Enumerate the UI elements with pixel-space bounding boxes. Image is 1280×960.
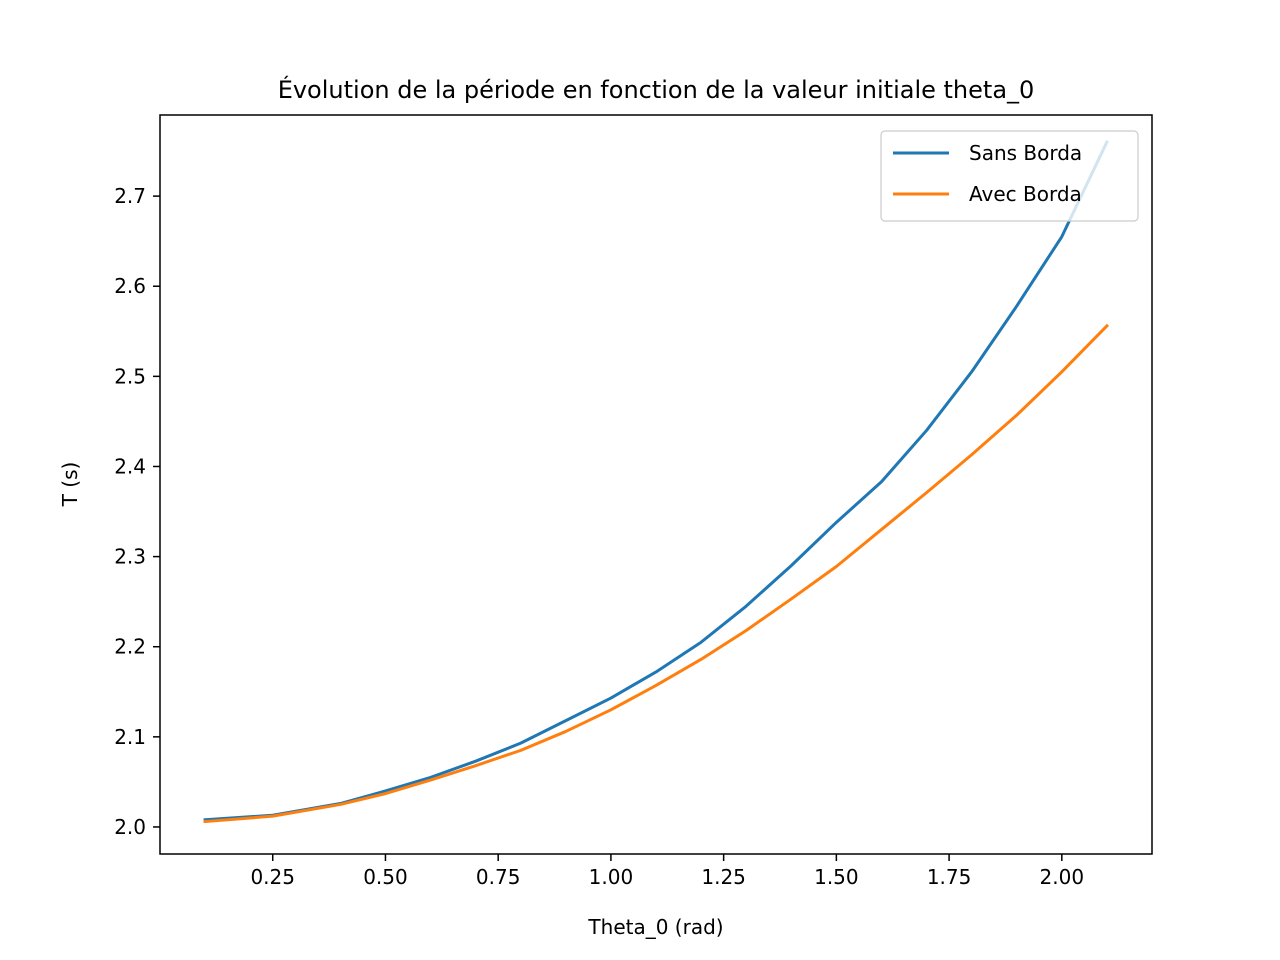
plot-area: 0.25 0.50 0.75 1.00 1.25 1.50 1.75 2.00 2.02.12…: [114, 114, 1153, 889]
chart-title: Évolution de la période en fonction de l…: [278, 75, 1035, 104]
x-axis-label: Theta_0 (rad): [587, 915, 723, 939]
y-axis-ticks: 2.0 2.1 2.2 2.3 2.4 2.5 2.6 2.7: [114, 184, 160, 839]
x-tick-label: 1.00: [589, 865, 634, 889]
x-tick-label: 2.00: [1040, 865, 1085, 889]
series-line-avec-borda: [203, 323, 1110, 824]
y-tick-label: 2.7: [114, 184, 146, 208]
x-tick-label: 1.75: [927, 865, 972, 889]
x-tick-label: 1.25: [701, 865, 746, 889]
y-tick-label: 2.0: [114, 815, 146, 839]
y-tick-label: 2.4: [114, 454, 146, 478]
series-line-sans-borda: [203, 140, 1109, 822]
legend-label-sans-borda: Sans Borda: [969, 141, 1082, 165]
series-lines: [203, 140, 1110, 824]
x-tick-label: 0.50: [363, 865, 408, 889]
x-tick-label: 0.75: [476, 865, 521, 889]
y-tick-label: 2.5: [114, 364, 146, 388]
x-axis-ticks: 0.25 0.50 0.75 1.00 1.25 1.50 1.75 2.00: [250, 854, 1084, 889]
plot-frame: [159, 114, 1153, 855]
y-tick-label: 2.6: [114, 274, 146, 298]
x-tick-label: 1.50: [814, 865, 859, 889]
legend: Sans Borda Avec Borda: [880, 130, 1139, 222]
y-tick-label: 2.1: [114, 725, 146, 749]
legend-label-avec-borda: Avec Borda: [969, 182, 1082, 206]
y-tick-label: 2.3: [114, 545, 146, 569]
x-tick-label: 0.25: [250, 865, 295, 889]
y-axis-label: T (s): [58, 462, 82, 508]
y-tick-label: 2.2: [114, 635, 146, 659]
